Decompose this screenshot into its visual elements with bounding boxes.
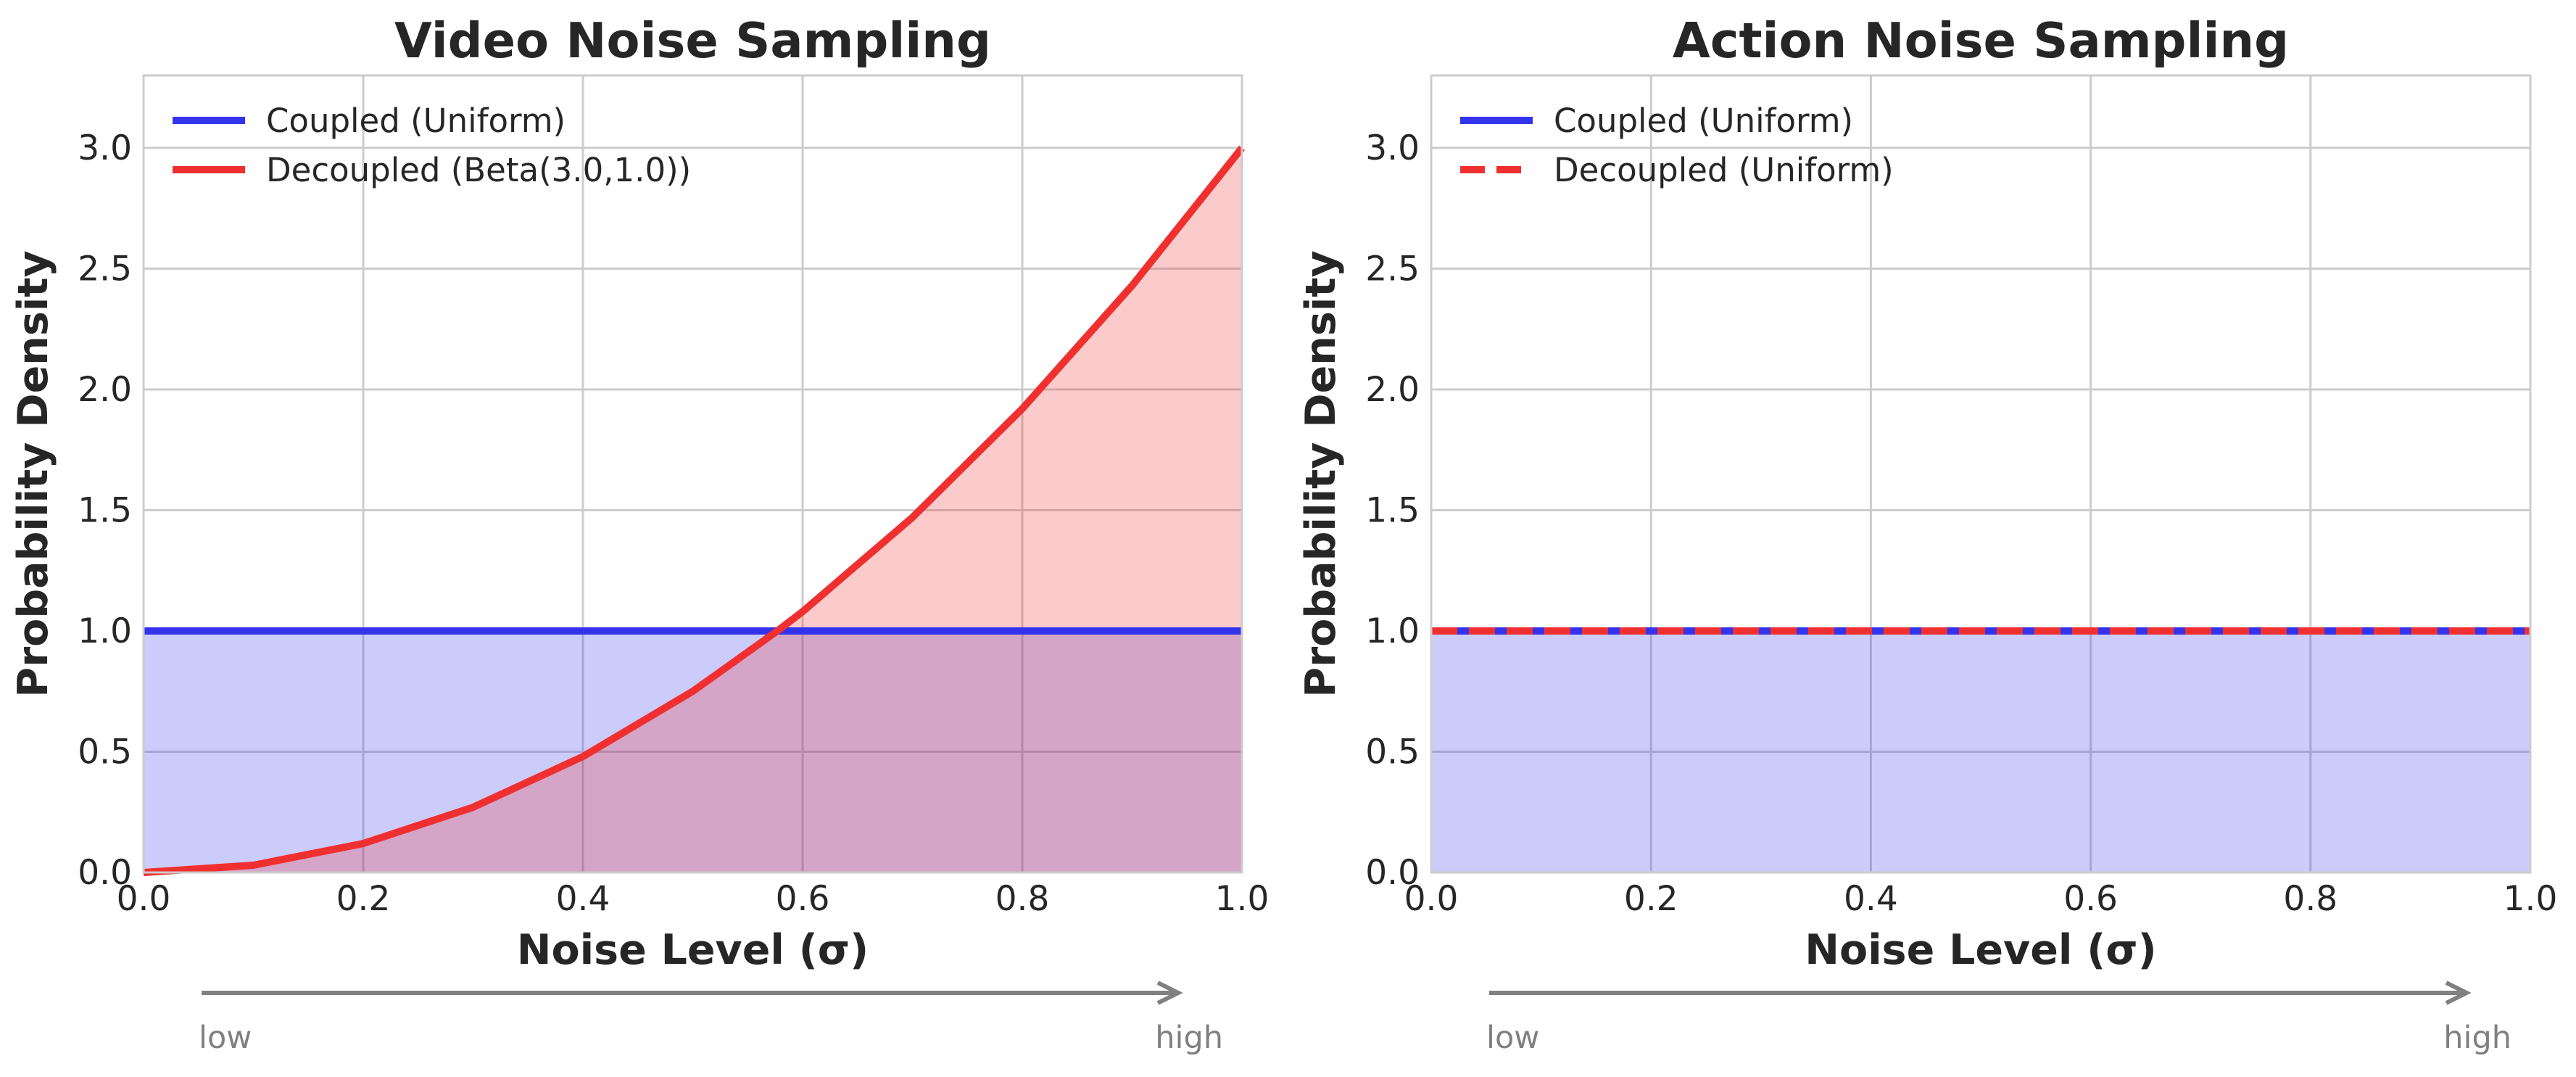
y-tick-label: 3.0: [1365, 128, 1420, 168]
plot-frame: [142, 74, 1243, 874]
y-tick-label: 1.5: [1365, 490, 1420, 530]
series-area-2: [144, 147, 1242, 873]
series-line-2: [143, 145, 1245, 876]
legend-label-2: Decoupled (Beta(3.0,1.0)): [266, 151, 691, 189]
legend-label-1: Coupled (Uniform): [266, 102, 566, 140]
y-tick-label: 0.5: [78, 732, 132, 772]
y-tick-label: 3.0: [78, 128, 132, 168]
y-tick-label: 2.0: [1365, 370, 1420, 410]
arrow-low-label: low: [1486, 1020, 1539, 1056]
chart-title: Action Noise Sampling: [1673, 12, 2289, 69]
x-tick-label: 0.4: [556, 879, 610, 919]
x-tick-label: 0.2: [336, 879, 391, 919]
x-tick-label: 0.0: [117, 879, 171, 919]
y-tick-label: 0.0: [78, 853, 132, 893]
y-tick-label: 2.5: [78, 249, 132, 289]
y-axis-label: Probability Density: [1297, 250, 1345, 697]
arrow-head-icon: [2445, 981, 2472, 1005]
x-tick-label: 0.2: [1624, 879, 1678, 919]
y-tick-label: 1.0: [1365, 611, 1420, 651]
arrow-high-label: high: [1155, 1020, 1223, 1056]
x-axis-label: Noise Level (σ): [1805, 926, 2157, 974]
x-axis-label: Noise Level (σ): [517, 926, 869, 974]
x-tick-label: 1.0: [1215, 879, 1270, 919]
arrow-head-icon: [1156, 981, 1183, 1005]
x-tick-label: 1.0: [2503, 879, 2558, 919]
y-tick-label: 2.5: [1365, 249, 1420, 289]
y-axis-label: Probability Density: [9, 250, 57, 697]
y-tick-label: 1.0: [78, 611, 132, 651]
x-tick-label: 0.8: [995, 879, 1050, 919]
y-tick-label: 2.0: [78, 370, 132, 410]
arrow-high-label: high: [2443, 1020, 2511, 1056]
plot-frame: [1430, 74, 2532, 874]
x-tick-label: 0.8: [2283, 879, 2337, 919]
y-tick-label: 0.0: [1365, 853, 1420, 893]
chart-title: Video Noise Sampling: [394, 12, 991, 69]
y-tick-label: 1.5: [78, 490, 132, 530]
series-area-1: [1431, 630, 2530, 872]
legend-label-2: Decoupled (Uniform): [1554, 151, 1894, 189]
chart-panel-2: 0.0 0.2 0.4 0.6 0.8 1.0 0.0 0.5 1.0 1.5 2.0 2.5 3.0 A…: [1297, 12, 2557, 1056]
chart-panel-1: 0.0 0.2 0.4 0.6 0.8 1.0 0.0 0.5 1.0 1.5 2.0 2.5 3.0 V…: [9, 12, 1269, 1056]
y-tick-label: 0.5: [1365, 732, 1420, 772]
arrow-low-label: low: [199, 1020, 252, 1056]
x-tick-label: 0.4: [1844, 879, 1898, 919]
series-area-1: [144, 630, 1242, 872]
x-tick-label: 0.0: [1404, 879, 1459, 919]
x-tick-label: 0.6: [2063, 879, 2118, 919]
x-tick-label: 0.6: [776, 879, 830, 919]
legend-label-1: Coupled (Uniform): [1554, 102, 1853, 140]
